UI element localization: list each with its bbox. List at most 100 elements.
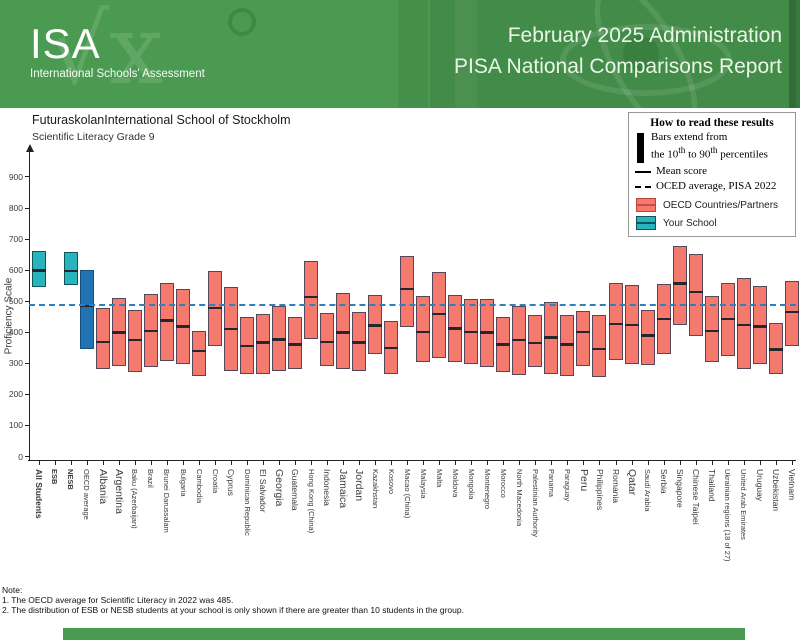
atom-orbit [560,24,732,96]
x-tick-mark [615,461,617,465]
x-axis-label: Cyprus [226,469,237,496]
mean-line [624,323,639,327]
x-axis-label: Dominican Republic [242,469,252,536]
atom-nucleus [623,36,659,72]
x-tick-mark [359,461,361,465]
x-axis-spine [28,460,796,462]
header-line-2: PISA National Comparisons Report [454,55,782,78]
x-tick-mark [391,461,393,465]
mean-line [175,325,190,328]
x-axis-label: Baku (Azerbaijan) [130,469,140,529]
x-axis-label: Brunei Darussalam [162,469,172,533]
x-axis-label: Macao (China) [402,469,412,519]
x-tick-mark [70,461,72,465]
legend-countries-text: OECD Countries/Partners [663,199,779,211]
percentile-bar-country [784,280,799,346]
y-tick-mark [25,424,29,426]
x-axis-label: Montenegro [483,469,493,510]
x-tick-mark [278,461,280,465]
mean-line [320,340,334,344]
x-tick-mark [727,461,729,465]
y-axis-title: Proficiency Scale [3,277,15,355]
mean-line [608,322,623,326]
mean-line [688,290,703,294]
school-swatch-icon [636,216,656,230]
mean-line [512,338,527,342]
note-heading: Note: [2,585,23,595]
mean-line [640,334,655,337]
mean-line [416,330,431,334]
x-tick-mark [150,461,152,465]
x-tick-mark [775,461,777,465]
x-axis-label: Uruguay [755,469,765,502]
x-tick-mark [198,461,200,465]
x-tick-mark [503,461,505,465]
x-tick-mark [663,461,665,465]
mean-line [544,336,559,339]
x-axis-label: Moldova [450,469,460,498]
percentile-bar-country [528,314,543,368]
x-tick-mark [679,461,681,465]
x-tick-mark [262,461,264,465]
y-tick-label: 200 [8,389,23,400]
mean-line [720,318,735,321]
percentile-bar-country [159,282,174,362]
dashed-line-icon [635,185,651,188]
y-tick-mark [25,393,29,395]
x-tick-mark [471,461,473,465]
mean-line [736,323,751,327]
y-tick-label: 800 [8,203,23,214]
y-tick-mark [25,269,29,271]
percentile-bar-country [255,314,270,375]
mean-line [384,346,399,349]
percentile-bar-oecd [79,269,94,349]
mean-line [400,287,415,291]
note-2: 2. The distribution of ESB or NESB stude… [2,605,464,615]
x-axis-label: OECD average [82,469,92,520]
x-axis-label: Argentina [112,469,125,514]
mean-line [752,325,767,328]
x-axis-label: ESB [50,469,60,485]
percentile-bar-country [576,311,591,366]
percentile-bar-country [672,246,687,325]
circle-watermark-icon [228,8,256,36]
y-tick-label: 0 [18,451,23,462]
mean-line [143,329,158,333]
note-1: 1. The OECD average for Scientific Liter… [2,595,234,605]
x-tick-mark [551,461,553,465]
x-axis-label: Vietnam [787,469,798,501]
x-axis-label: El Salvador [258,469,269,513]
header-line-1: February 2025 Administration [507,24,782,47]
isa-logo-title: ISA [30,20,101,67]
x-tick-mark [182,461,184,465]
mean-line [95,340,110,344]
percentile-bar-country [592,314,607,378]
x-tick-mark [647,461,649,465]
percentile-bar-country [736,278,751,370]
x-tick-mark [375,461,377,465]
mean-line [480,331,495,334]
x-axis-label: Philippines [594,469,605,511]
x-axis-label: Malta [434,469,444,488]
x-axis-label: Kazakhstan [370,469,380,509]
y-tick-mark [25,362,29,364]
x-tick-mark [102,461,104,465]
x-tick-mark [38,461,40,465]
oecd-average-dashed-line [29,304,796,307]
legend-countries-row: OECD Countries/Partners [635,198,789,212]
percentile-bar-country [303,260,318,340]
legend-school-row: Your School [635,216,789,230]
percentile-bar-country [704,296,719,362]
mean-line [656,318,671,321]
y-tick-mark [25,176,29,178]
legend-percentile-row: Bars extend from the 10th to 90th percen… [635,131,789,163]
percentile-bar-icon [637,133,644,163]
x-tick-mark [439,461,441,465]
x-tick-mark [407,461,409,465]
x-axis-label: Jordan [353,469,366,502]
y-tick-label: 100 [8,420,23,431]
isa-logo: ISA International Schools' Assessment [30,20,205,81]
x-tick-mark [791,461,793,465]
percentile-bar-country [688,253,703,336]
